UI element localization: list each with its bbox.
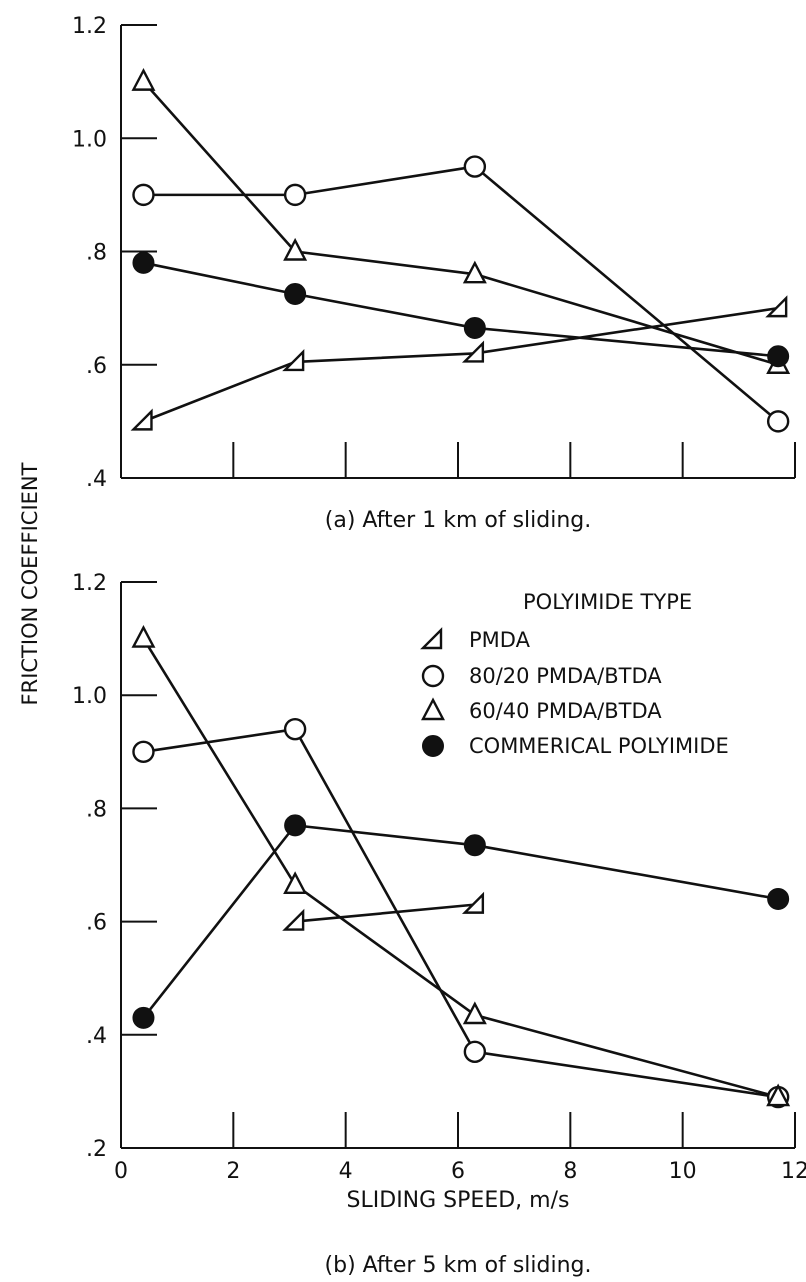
data-point-80-20-pmda-btda: [132, 740, 155, 763]
series-line-commerical-polyimide: [143, 261, 779, 358]
data-point-pmda: [461, 340, 485, 363]
data-point-60-40-pmda-btda: [283, 237, 308, 261]
legend-marker-60-40-pmda-btda: [421, 697, 445, 721]
y-axis-label: FRICTION COEFFICIENT: [18, 462, 42, 705]
data-point-60-40-pmda-btda: [131, 68, 156, 91]
data-point-pmda: [282, 349, 305, 372]
y-tick-label: 1.0: [72, 127, 107, 152]
y-tick-label: .4: [86, 467, 107, 492]
x-tick-label: 6: [451, 1159, 465, 1184]
data-point-60-40-pmda-btda: [131, 625, 156, 648]
x-tick-label: 2: [226, 1159, 240, 1184]
legend-label-commerical-polyimide: COMMERICAL POLYIMIDE: [469, 734, 729, 758]
data-point-commerical-polyimide: [767, 345, 790, 368]
panel-a-caption: (a) After 1 km of sliding.: [325, 508, 591, 533]
y-tick-label: 1.0: [72, 684, 107, 709]
panel-a-chart: .4 .6 .8 1.0 1.2: [72, 14, 796, 492]
data-point-commerical-polyimide: [132, 1006, 155, 1029]
legend-label-60-40-pmda-btda: 60/40 PMDA/BTDA: [469, 699, 662, 723]
legend-label-80-20-pmda-btda: 80/20 PMDA/BTDA: [469, 664, 662, 688]
data-point-pmda: [282, 908, 305, 931]
series-line-commerical-polyimide: [142, 824, 779, 1019]
data-point-commerical-polyimide: [463, 834, 486, 857]
x-tick-label: 12: [781, 1159, 806, 1184]
y-tick-label: .2: [86, 1137, 107, 1162]
y-tick-label: 1.2: [72, 571, 107, 596]
series-line-60-40-pmda-btda: [142, 637, 779, 1099]
data-point-commerical-polyimide: [284, 282, 307, 305]
series-line-80-20-pmda-btda: [143, 165, 779, 423]
data-point-80-20-pmda-btda: [463, 155, 487, 178]
y-tick-label: 1.2: [72, 14, 107, 39]
y-tick-label: .4: [86, 1024, 107, 1049]
x-tick-label: 8: [563, 1159, 577, 1184]
x-axis-label: SLIDING SPEED, m/s: [347, 1188, 570, 1213]
data-point-80-20-pmda-btda: [283, 717, 307, 741]
data-point-commerical-polyimide: [767, 887, 790, 910]
data-point-60-40-pmda-btda: [462, 260, 487, 284]
data-point-80-20-pmda-btda: [766, 410, 790, 433]
data-point-commerical-polyimide: [284, 814, 307, 837]
data-point-80-20-pmda-btda: [283, 183, 307, 207]
series-line-pmda: [294, 903, 475, 923]
x-tick-label: 10: [669, 1159, 697, 1184]
series-line-60-40-pmda-btda: [142, 80, 779, 366]
x-tick-label: 4: [339, 1159, 353, 1184]
data-point-pmda: [461, 891, 485, 914]
y-tick-label: .6: [86, 911, 107, 936]
data-point-80-20-pmda-btda: [463, 1040, 487, 1063]
series-line-80-20-pmda-btda: [143, 727, 779, 1099]
x-tick-label: 0: [114, 1159, 128, 1184]
legend-marker-commerical-polyimide: [422, 735, 444, 757]
data-point-commerical-polyimide: [132, 251, 155, 274]
legend-marker-80-20-pmda-btda: [421, 664, 445, 688]
y-tick-label: .6: [86, 354, 107, 379]
data-point-60-40-pmda-btda: [766, 1083, 791, 1107]
data-point-80-20-pmda-btda: [132, 183, 155, 207]
data-point-pmda: [130, 408, 153, 431]
data-point-60-40-pmda-btda: [462, 1001, 487, 1025]
panel-b-chart: .2 .4 .6 .8 1.0 1.2 0 2 4 6 8 10 12: [72, 571, 806, 1184]
series-line-pmda: [142, 306, 779, 423]
panel-b-caption: (b) After 5 km of sliding.: [325, 1253, 592, 1278]
legend-label-pmda: PMDA: [469, 628, 531, 652]
legend-title: POLYIMIDE TYPE: [523, 590, 692, 614]
data-point-60-40-pmda-btda: [283, 871, 308, 895]
y-tick-label: .8: [86, 797, 107, 822]
y-tick-label: .8: [86, 241, 107, 266]
data-point-commerical-polyimide: [463, 316, 486, 339]
legend-marker-pmda: [420, 627, 443, 650]
data-point-pmda: [765, 295, 788, 318]
legend: POLYIMIDE TYPE PMDA 80/20 PMDA/BTDA 60/40 P…: [420, 590, 729, 758]
